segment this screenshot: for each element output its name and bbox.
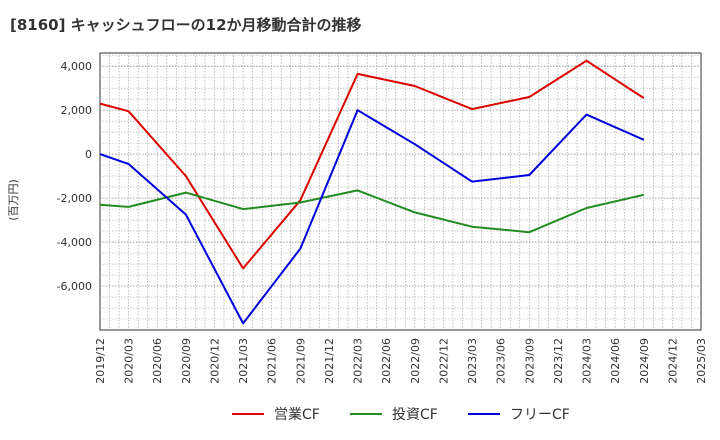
x-tick-label: 2021/06 [266,338,279,384]
x-tick-label: 2021/03 [237,338,250,384]
x-tick-label: 2024/09 [638,338,651,384]
plot-area [99,52,702,331]
y-tick-label: 4,000 [61,60,93,73]
y-tick-label: 0 [85,148,92,161]
y-tick-label: 2,000 [61,104,93,117]
y-axis-ticks: 4,000 2,000 0 -2,000 -4,000 -6,000 [57,60,92,293]
y-axis-label: (百万円) [7,179,20,221]
x-tick-label: 2020/06 [151,338,164,384]
y-tick-label: -4,000 [57,236,92,249]
x-tick-label: 2023/03 [466,338,479,384]
x-tick-label: 2021/12 [323,338,336,384]
x-tick-label: 2022/06 [380,338,393,384]
legend: 営業CF 投資CF フリーCF [232,407,570,423]
series-line-フリーCF [99,109,645,325]
y-tick-label: -2,000 [57,192,92,205]
x-tick-label: 2025/03 [695,338,708,384]
x-tick-label: 2020/12 [208,338,221,384]
x-tick-label: 2021/09 [294,338,307,384]
legend-label: フリーCF [510,407,570,423]
x-axis-ticks: 2019/12 2020/03 2020/06 2020/09 2020/12 2021/… [94,338,708,384]
legend-label: 投資CF [392,407,438,423]
x-tick-label: 2022/09 [409,338,422,384]
x-tick-label: 2022/12 [437,338,450,384]
chart-title: [8160] キャッシュフローの12か月移動合計の推移 [10,16,362,34]
series-lines [99,59,645,325]
x-tick-label: 2023/12 [552,338,565,384]
x-tick-label: 2024/03 [581,338,594,384]
x-tick-label: 2020/09 [180,338,193,384]
x-tick-label: 2023/09 [523,338,536,384]
x-tick-label: 2024/06 [609,338,622,384]
x-tick-label: 2020/03 [123,338,136,384]
series-line-営業CF [99,59,645,270]
x-tick-label: 2019/12 [94,338,107,384]
gridlines [100,53,701,330]
x-tick-label: 2022/03 [352,338,365,384]
x-tick-label: 2024/12 [666,338,679,384]
legend-label: 営業CF [274,407,320,423]
y-tick-label: -6,000 [57,280,92,293]
x-tick-label: 2023/06 [495,338,508,384]
